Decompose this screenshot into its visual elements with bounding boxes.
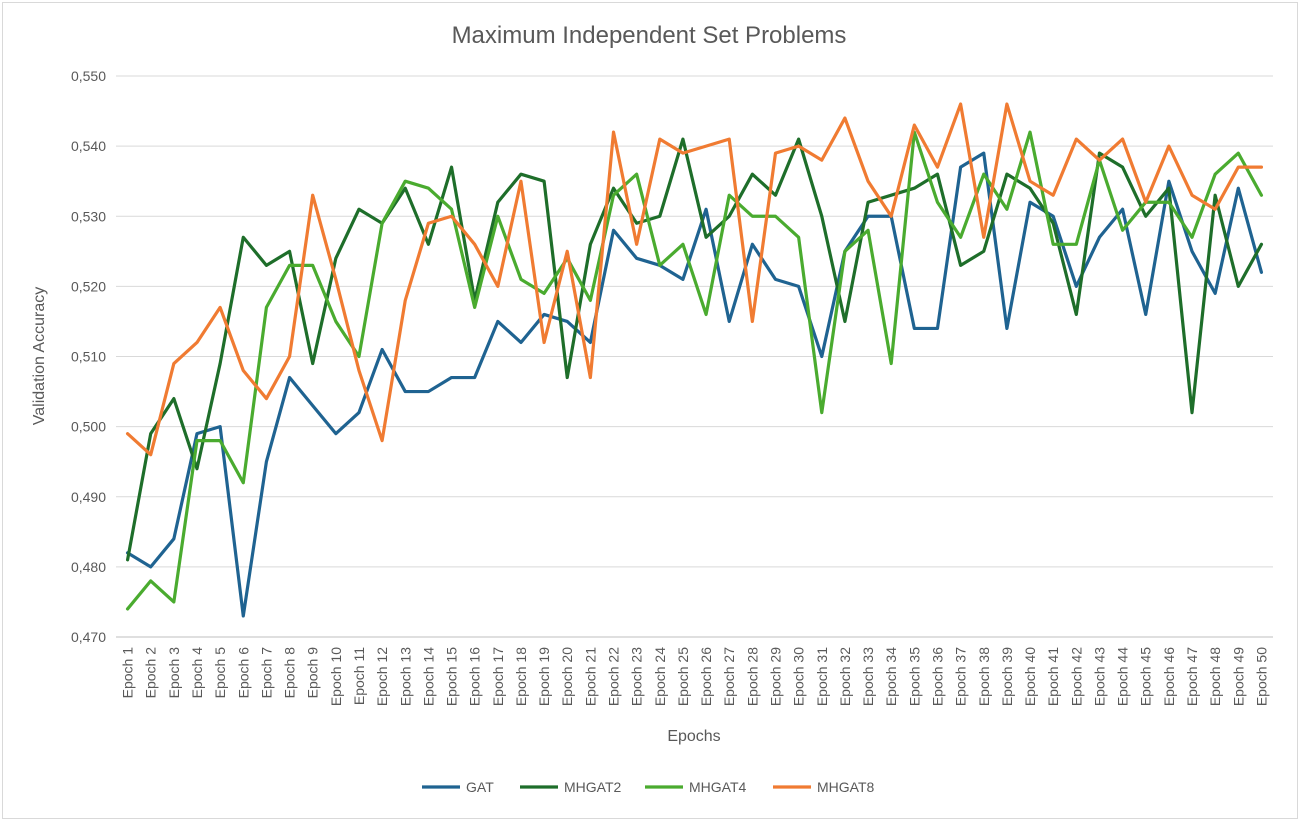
y-tick-label: 0,520: [71, 278, 106, 294]
x-tick-label: Epoch 7: [258, 647, 274, 699]
x-tick-label: Epoch 14: [420, 647, 436, 706]
x-tick-label: Epoch 33: [860, 647, 876, 706]
x-tick-label: Epoch 6: [235, 647, 251, 699]
legend-label: MHGAT8: [817, 779, 875, 795]
x-tick-label: Epoch 27: [721, 647, 737, 706]
series-lines: [125, 102, 1264, 618]
legend-label: GAT: [466, 779, 494, 795]
x-tick-label: Epoch 21: [582, 647, 598, 706]
x-tick-label: Epoch 29: [767, 647, 783, 706]
x-tick-label: Epoch 37: [953, 647, 969, 706]
x-tick-label: Epoch 45: [1138, 647, 1154, 706]
series-line-mhgat4: [125, 130, 1264, 611]
x-axis-title: Epochs: [667, 728, 720, 745]
x-tick-label: Epoch 4: [189, 647, 205, 699]
legend-label: MHGAT4: [689, 779, 747, 795]
legend: GAT MHGAT2 MHGAT4 MHGAT8: [422, 779, 875, 795]
x-tick-label: Epoch 9: [305, 647, 321, 699]
x-tick-label: Epoch 17: [490, 647, 506, 706]
legend-item-mhgat2: MHGAT2: [520, 779, 622, 795]
x-tick-label: Epoch 11: [351, 647, 367, 705]
x-tick-label: Epoch 8: [282, 647, 298, 699]
x-tick-label: Epoch 34: [883, 647, 899, 706]
y-tick-label: 0,500: [71, 419, 106, 435]
x-tick-label: Epoch 30: [791, 647, 807, 706]
x-tick-label: Epoch 46: [1161, 647, 1177, 706]
x-tick-label: Epoch 23: [629, 647, 645, 706]
x-tick-label: Epoch 18: [513, 647, 529, 706]
x-axis-ticks: Epoch 1 Epoch 2 Epoch 3 Epoch 4 Epoch 5 Epoch…: [120, 647, 1270, 706]
x-tick-label: Epoch 31: [814, 647, 830, 706]
x-tick-label: Epoch 10: [328, 647, 344, 706]
y-tick-label: 0,510: [71, 349, 106, 365]
legend-item-gat: GAT: [422, 779, 494, 795]
y-tick-label: 0,550: [71, 68, 106, 84]
x-tick-label: Epoch 12: [374, 647, 390, 706]
y-tick-label: 0,530: [71, 208, 106, 224]
x-tick-label: Epoch 40: [1022, 647, 1038, 706]
x-tick-label: Epoch 32: [837, 647, 853, 706]
x-tick-label: Epoch 22: [606, 647, 622, 706]
y-tick-label: 0,540: [71, 138, 106, 154]
x-tick-label: Epoch 26: [698, 647, 714, 706]
x-tick-label: Epoch 28: [744, 647, 760, 706]
x-tick-label: Epoch 19: [536, 647, 552, 706]
x-tick-label: Epoch 20: [559, 647, 575, 706]
x-tick-label: Epoch 1: [120, 647, 136, 699]
y-axis-ticks: 0,470 0,480 0,490 0,500 0,510 0,520 0,530 0,540…: [71, 68, 106, 645]
y-tick-label: 0,490: [71, 489, 106, 505]
x-tick-label: Epoch 15: [444, 647, 460, 706]
legend-item-mhgat8: MHGAT8: [773, 779, 875, 795]
x-tick-label: Epoch 50: [1253, 647, 1269, 706]
series-line-mhgat2: [125, 137, 1264, 562]
series-line-gat: [125, 151, 1264, 618]
x-tick-label: Epoch 41: [1045, 647, 1061, 706]
x-tick-label: Epoch 24: [652, 647, 668, 706]
x-tick-label: Epoch 25: [675, 647, 691, 706]
series-line-mhgat8: [125, 102, 1264, 457]
x-tick-label: Epoch 2: [143, 647, 159, 699]
legend-label: MHGAT2: [564, 779, 622, 795]
x-tick-label: Epoch 48: [1207, 647, 1223, 706]
y-tick-label: 0,480: [71, 559, 106, 575]
x-tick-label: Epoch 39: [999, 647, 1015, 706]
x-tick-label: Epoch 13: [397, 647, 413, 706]
x-tick-label: Epoch 5: [212, 647, 228, 699]
x-tick-label: Epoch 36: [929, 647, 945, 706]
x-tick-label: Epoch 43: [1091, 647, 1107, 706]
x-tick-label: Epoch 38: [976, 647, 992, 706]
x-tick-label: Epoch 42: [1068, 647, 1084, 706]
legend-item-mhgat4: MHGAT4: [645, 779, 747, 795]
y-tick-label: 0,470: [71, 629, 106, 645]
x-tick-label: Epoch 47: [1184, 647, 1200, 706]
x-tick-label: Epoch 16: [467, 647, 483, 706]
x-tick-label: Epoch 3: [166, 647, 182, 699]
x-tick-label: Epoch 44: [1115, 647, 1131, 706]
y-axis-title: Validation Accuracy: [31, 287, 48, 425]
x-tick-label: Epoch 35: [906, 647, 922, 706]
x-tick-label: Epoch 49: [1230, 647, 1246, 706]
chart-title: Maximum Independent Set Problems: [452, 22, 847, 49]
